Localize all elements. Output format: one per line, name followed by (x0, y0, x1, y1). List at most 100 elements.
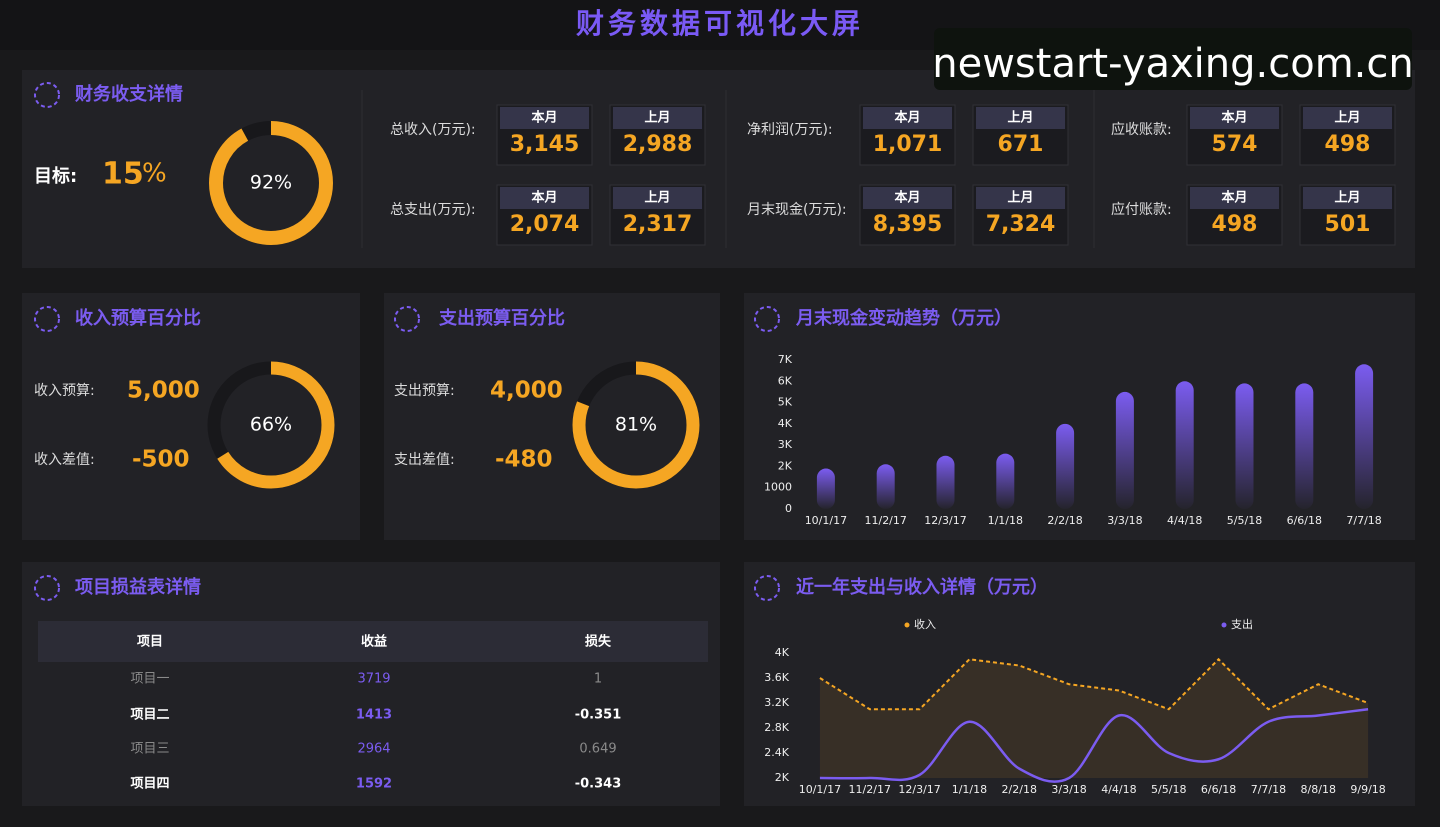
table-cell: 2964 (357, 742, 390, 757)
y-tick-label: 1000 (764, 481, 792, 494)
panel-title: 月末现金变动趋势（万元） (795, 307, 1012, 329)
metric-box-header (1303, 187, 1392, 209)
budget-value: 4,000 (490, 378, 563, 404)
panel-title: 近一年支出与收入详情（万元） (796, 576, 1048, 598)
y-tick-label: 2K (778, 459, 793, 472)
metric-box-header (500, 107, 589, 129)
metric-value: 1,071 (873, 132, 943, 157)
y-tick-label: 5K (778, 396, 793, 409)
y-tick-label: 3.6K (764, 671, 789, 684)
panel-icon (34, 575, 60, 601)
column-header: 损失 (585, 634, 612, 650)
x-tick-label: 6/6/18 (1201, 783, 1236, 796)
bar (1056, 423, 1075, 509)
series-line (819, 708, 1369, 783)
donut-arc (207, 361, 335, 489)
metric-label: 应收账款: (1111, 121, 1172, 138)
metric-period: 本月 (531, 110, 557, 126)
watermark: newstart-yaxing.com.cn (932, 41, 1413, 87)
bar (1355, 364, 1374, 509)
x-tick-label: 2/2/18 (1047, 514, 1082, 527)
x-tick-label: 7/7/18 (1346, 514, 1381, 527)
metric-value: 574 (1212, 132, 1258, 157)
metric-box-header (613, 107, 702, 129)
series-area (819, 659, 1369, 778)
x-tick-label: 9/9/18 (1350, 783, 1385, 796)
x-tick-label: 4/4/18 (1101, 783, 1136, 796)
y-tick-label: 0 (785, 502, 792, 515)
metric-value: 501 (1325, 212, 1371, 237)
legend-swatch (904, 622, 910, 628)
budget-value: 5,000 (127, 378, 200, 404)
metric-period: 上月 (1007, 111, 1033, 126)
metric-box-header (500, 187, 589, 209)
x-tick-label: 10/1/17 (805, 514, 847, 527)
y-tick-label: 6K (778, 374, 793, 387)
table-cell: 1413 (356, 708, 392, 723)
metric-box-header (863, 187, 952, 209)
x-tick-label: 2/2/18 (1002, 783, 1037, 796)
budget-label: 支出差值: (394, 452, 455, 468)
x-tick-label: 10/1/17 (799, 783, 841, 796)
table-cell: 3719 (357, 672, 390, 687)
legend-swatch (1221, 622, 1227, 628)
table-cell: 0.649 (579, 742, 616, 757)
panel-title: 支出预算百分比 (438, 307, 565, 329)
metric-box-header (1190, 187, 1279, 209)
y-tick-label: 2.8K (764, 721, 789, 734)
metric-label: 净利润(万元): (747, 122, 833, 138)
x-tick-label: 1/1/18 (952, 783, 987, 796)
metric-period: 上月 (1334, 191, 1360, 206)
bar (1115, 391, 1134, 509)
x-tick-label: 6/6/18 (1287, 514, 1322, 527)
metric-period: 上月 (1334, 111, 1360, 126)
y-tick-label: 3.2K (764, 696, 789, 709)
x-tick-label: 1/1/18 (988, 514, 1023, 527)
metric-value: 7,324 (986, 212, 1056, 237)
bar (876, 464, 895, 509)
metric-label: 月末现金(万元): (747, 202, 847, 218)
metric-box-header (976, 107, 1065, 129)
table-cell: 1 (594, 672, 602, 687)
bar (936, 455, 955, 509)
panel-icon (394, 306, 420, 332)
metric-value: 8,395 (873, 212, 943, 237)
table-cell: 项目一 (130, 672, 169, 687)
metric-period: 本月 (894, 110, 920, 126)
donut-label: 66% (250, 414, 292, 436)
panel (384, 293, 720, 540)
table-cell: 1592 (356, 777, 392, 792)
bar (1175, 381, 1194, 509)
metric-period: 本月 (531, 190, 557, 206)
watermark-box (934, 28, 1412, 90)
x-tick-label: 12/3/17 (898, 783, 940, 796)
column-header: 收益 (361, 634, 387, 650)
metric-period: 本月 (1221, 110, 1247, 126)
panel-title: 财务收支详情 (75, 83, 183, 105)
x-tick-label: 7/7/18 (1251, 783, 1286, 796)
table-cell: -0.343 (575, 777, 622, 792)
metric-value: 498 (1212, 212, 1258, 237)
legend-label: 收入 (914, 617, 936, 631)
panel (744, 293, 1415, 540)
table-cell: 项目二 (130, 708, 169, 723)
panel (22, 293, 360, 540)
donut-label: 92% (250, 172, 292, 194)
target-unit: % (142, 159, 167, 189)
metric-period: 上月 (644, 111, 670, 126)
panel (744, 562, 1415, 806)
metric-value: 2,988 (623, 132, 693, 157)
column-header: 项目 (137, 635, 163, 650)
metric-box-header (1303, 107, 1392, 129)
x-tick-label: 8/8/18 (1301, 783, 1336, 796)
bar (816, 468, 835, 509)
y-tick-label: 2.4K (764, 746, 789, 759)
table-cell: -0.351 (575, 708, 622, 723)
budget-label: 支出预算: (394, 383, 455, 399)
budget-value: -500 (132, 447, 190, 473)
panel-title: 收入预算百分比 (75, 307, 201, 329)
donut-arc (572, 361, 700, 489)
y-tick-label: 7K (778, 353, 793, 366)
metric-label: 总支出(万元): (390, 202, 476, 218)
budget-value: -480 (495, 447, 553, 473)
